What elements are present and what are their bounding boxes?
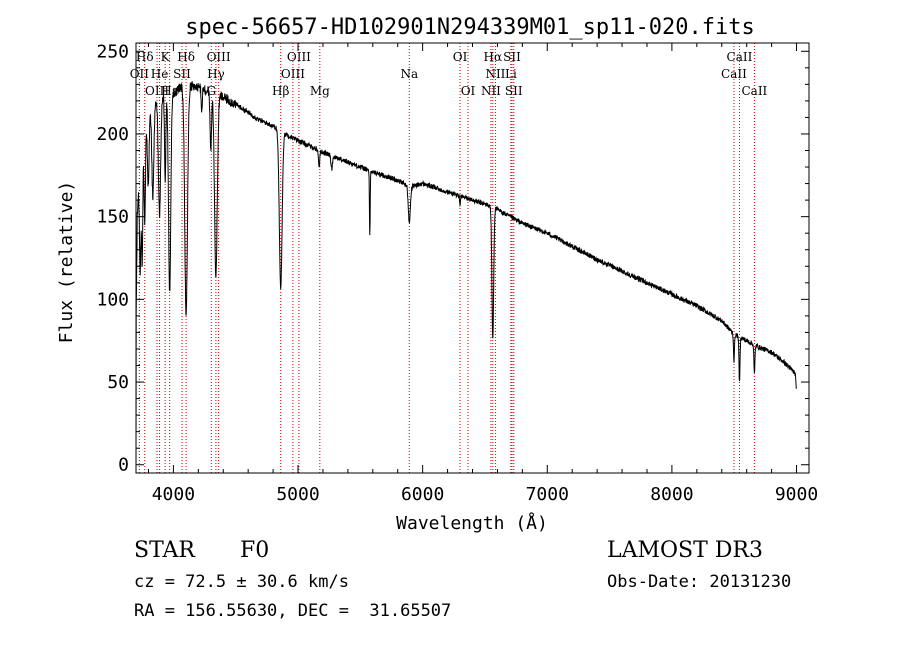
y-tick-label: 50 — [107, 372, 129, 393]
plot-frame — [135, 42, 810, 474]
line-marker-label: SII — [505, 84, 523, 98]
observation-date: Obs-Date: 20131230 — [607, 572, 792, 592]
x-tick-label: 4000 — [152, 484, 195, 505]
line-markers — [138, 43, 755, 473]
survey-name: LAMOST DR3 — [607, 538, 763, 563]
line-marker-label: Na — [400, 67, 418, 81]
line-marker-label: Hγ — [207, 67, 225, 81]
line-marker-label: OIII — [145, 84, 169, 98]
line-marker-label: OIII — [207, 50, 231, 64]
object-type: STAR — [134, 538, 195, 563]
redshift-velocity: cz = 72.5 ± 30.6 km/s — [134, 572, 349, 592]
sky-coordinates: RA = 156.55630, DEC = 31.65507 — [134, 601, 452, 621]
line-marker-label: G — [206, 84, 216, 98]
x-tick-label: 7000 — [526, 484, 569, 505]
line-marker-label: OIII — [287, 50, 311, 64]
y-tick-label: 250 — [96, 41, 129, 62]
line-marker-label: CaII — [727, 50, 753, 64]
line-marker-label: OI — [461, 84, 476, 98]
y-tick-label: 100 — [96, 289, 129, 310]
line-marker-label: CaII — [721, 67, 747, 81]
line-marker-label: K — [161, 50, 171, 64]
line-marker-label: NII — [481, 84, 501, 98]
line-marker-label: CaII — [741, 84, 767, 98]
line-marker-label: NII — [485, 67, 505, 81]
y-tick-label: 200 — [96, 124, 129, 145]
line-marker-label: OIII — [281, 67, 305, 81]
line-marker-label: Hα — [484, 50, 503, 64]
spectrum-series-line — [135, 81, 797, 465]
line-marker-label: Hδ — [136, 50, 154, 64]
spectral-subclass: F0 — [240, 538, 270, 563]
x-axis-label: Wavelength (Å) — [396, 512, 548, 534]
line-marker-label: SII — [503, 50, 521, 64]
line-marker-label: Mg — [310, 84, 330, 98]
y-axis-label: Flux (relative) — [56, 181, 77, 344]
y-tick-label: 150 — [96, 207, 129, 228]
x-tick-label: 9000 — [775, 484, 818, 505]
line-marker-label: OI — [453, 50, 468, 64]
chart-title: spec-56657-HD102901N294339M01_sp11-020.f… — [185, 15, 755, 40]
x-axis: 4000 5000 6000 7000 8000 9000 — [147, 43, 818, 505]
x-tick-label: 6000 — [401, 484, 444, 505]
line-marker-label: Li — [505, 67, 517, 81]
line-marker-label: He — [151, 67, 169, 81]
line-marker-label: SII — [173, 67, 191, 81]
line-marker-label: Hδ — [177, 50, 195, 64]
y-tick-label: 0 — [118, 455, 129, 476]
line-marker-label: OII — [130, 67, 150, 81]
y-axis: 0 50 100 150 200 250 — [96, 41, 809, 476]
x-tick-label: 8000 — [650, 484, 693, 505]
x-tick-label: 5000 — [276, 484, 319, 505]
line-marker-label: Hβ — [272, 84, 289, 98]
